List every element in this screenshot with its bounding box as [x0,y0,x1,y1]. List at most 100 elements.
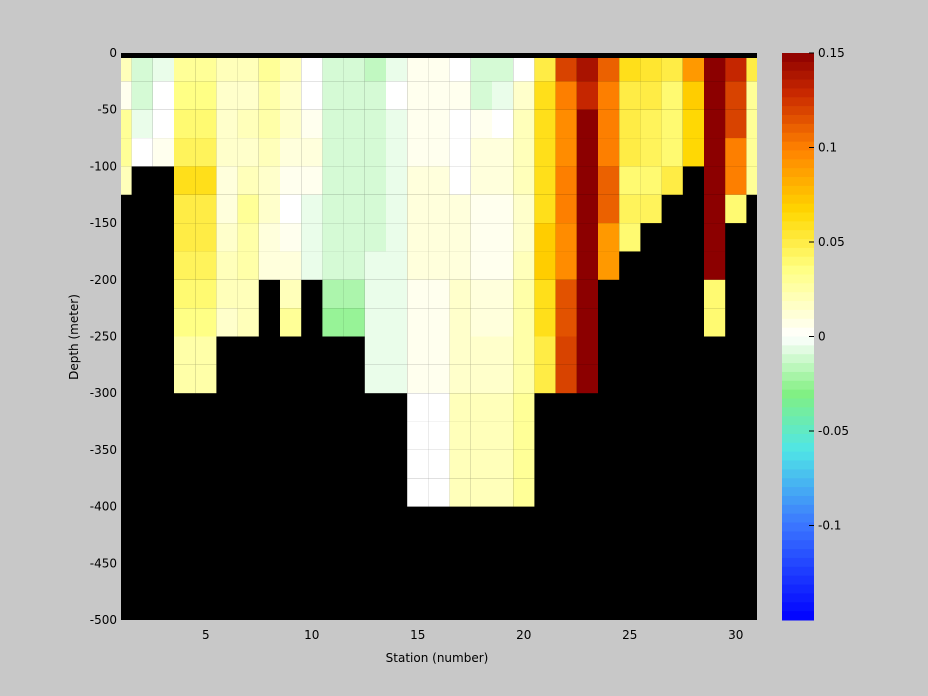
heatmap-cell [407,166,429,195]
heatmap-cell [216,279,238,309]
heatmap-cell [725,166,747,195]
colorbar-tick-label: -0.1 [818,519,841,533]
heatmap-cell [725,138,747,167]
heatmap-cell [534,308,556,337]
heatmap-cell [513,109,535,139]
heatmap-cell [682,53,704,82]
heatmap-cell [407,251,429,280]
heatmap-cell [682,109,704,139]
heatmap-cell [280,308,302,337]
colorbar-swatch [782,185,814,196]
heatmap-cell [470,223,492,252]
heatmap-cell [237,194,259,224]
heatmap-cell [492,223,514,252]
colorbar-swatch [782,602,814,612]
heatmap-cell [237,279,259,309]
heatmap-cell [364,138,386,167]
heatmap-cell [513,364,535,394]
heatmap-cell [576,336,598,365]
heatmap-cell [428,194,450,224]
heatmap-cell [428,449,450,479]
colorbar-swatch [782,159,814,169]
x-tick-label: 10 [304,628,319,642]
heatmap-cell [746,166,757,195]
heatmap-cell [428,393,450,422]
heatmap-cell [470,421,492,450]
heatmap-cell [428,364,450,394]
heatmap-cell [280,194,302,224]
heatmap-cell [407,449,429,479]
y-tick-label: 0 [109,46,117,60]
heatmap-cell [407,478,429,507]
heatmap-cell [704,279,726,309]
heatmap-cell [704,138,726,167]
heatmap-cell [513,81,535,110]
y-tick-label: -450 [90,556,117,570]
heatmap-cell [364,223,386,252]
heatmap-cell [322,223,344,252]
heatmap-cell [237,81,259,110]
heatmap-cell [343,138,365,167]
colorbar-swatch [782,513,814,524]
heatmap-cell [640,138,662,167]
heatmap-cell [364,194,386,224]
colorbar-swatch [782,584,814,594]
heatmap-cell [174,364,196,394]
heatmap-cell [576,251,598,280]
heatmap-cell [513,194,535,224]
x-tick-label: 30 [728,628,743,642]
heatmap-cell [449,223,471,252]
heatmap-cell [237,138,259,167]
heatmap-cell [598,166,620,195]
colorbar-swatch [782,70,814,81]
heatmap-cell [555,53,577,82]
heatmap-cell [343,223,365,252]
heatmap-cell [364,308,386,337]
colorbar-swatch [782,106,814,116]
heatmap-cell [470,166,492,195]
heatmap-cell [280,251,302,280]
y-tick-label: -50 [97,103,117,117]
colorbar-swatch [782,301,814,311]
heatmap-cell [195,109,217,139]
heatmap-cell [386,194,408,224]
heatmap-cell [364,279,386,309]
heatmap-cell [492,421,514,450]
heatmap-cell [216,166,238,195]
heatmap-cell [195,308,217,337]
colorbar-swatch [782,115,814,125]
heatmap-cell [364,166,386,195]
heatmap-cell [386,279,408,309]
heatmap-cell [449,279,471,309]
heatmap-cell [513,336,535,365]
colorbar-swatch [782,557,814,568]
y-tick-label: -350 [90,443,117,457]
colorbar-swatch [782,407,814,417]
heatmap-cell [428,421,450,450]
x-axis-ticks: 5 10 15 20 25 30 [202,628,743,642]
heatmap-cell [216,194,238,224]
colorbar-swatch [782,469,814,479]
heatmap-cell [534,166,556,195]
heatmap-cell [407,279,429,309]
x-tick-label: 15 [410,628,425,642]
heatmap-cell [237,223,259,252]
heatmap-cell [131,138,153,167]
heatmap-cell [449,194,471,224]
heatmap-cell [121,138,132,167]
colorbar-swatch [782,194,814,205]
heatmap-cell [280,109,302,139]
heatmap-cell [174,223,196,252]
heatmap-cell [449,364,471,394]
heatmap-cell [534,109,556,139]
heatmap-cell [258,109,280,139]
heatmap-cell [470,279,492,309]
heatmap-cell [237,166,259,195]
heatmap-cell [513,53,535,82]
heatmap-cell [258,194,280,224]
heatmap-cell [195,53,217,82]
heatmap-cell [470,194,492,224]
heatmap-cell [407,138,429,167]
heatmap-cell [386,308,408,337]
heatmap-cell [386,53,408,82]
